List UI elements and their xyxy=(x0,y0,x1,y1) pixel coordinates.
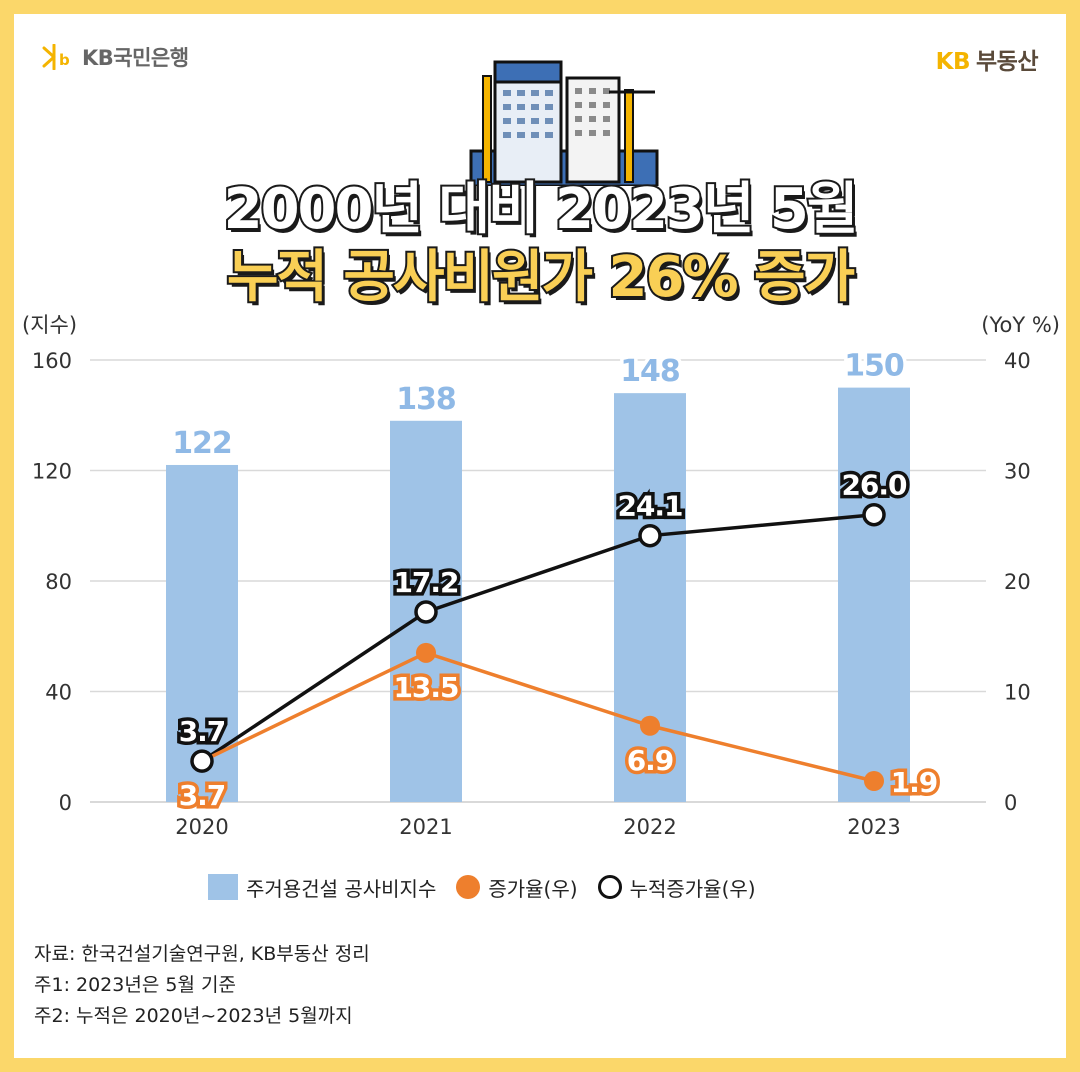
footnote-source: 자료: 한국건설기술연구원, KB부동산 정리 xyxy=(34,943,370,965)
title-line-2: 누적 공사비원가 26% 증가 xyxy=(225,243,857,312)
growth-line xyxy=(201,650,875,783)
y-left-tick-label: 120 xyxy=(32,460,72,484)
legend-label-bar: 주거용건설 공사비지수 xyxy=(246,876,437,901)
x-tick-label: 2023 xyxy=(847,815,900,839)
cumulative-data-label: 26.0 xyxy=(841,469,907,502)
y-left-tick-label: 80 xyxy=(45,570,72,594)
bar xyxy=(614,393,686,802)
growth-point xyxy=(864,771,884,792)
combo-chart: (지수) (YoY %) 0 40 80 120 160 0 10 20 30 40 2020 202… xyxy=(22,313,1060,839)
bar xyxy=(838,387,910,802)
apartment-buildings-icon xyxy=(469,60,659,186)
cumulative-data-label: 24.1 xyxy=(617,490,682,523)
legend-swatch-cumulative xyxy=(597,875,622,899)
kb-star-icon: b xyxy=(42,44,70,70)
title-line-1: 2000년 대비 2023년 5월 xyxy=(222,175,861,244)
growth-point xyxy=(640,715,660,736)
y-right-tick-label: 30 xyxy=(1004,460,1031,484)
growth-point xyxy=(416,642,436,663)
growth-data-label: 13.5 xyxy=(393,671,458,704)
legend-swatch-growth xyxy=(456,875,481,899)
kb-bank-logo: b KB국민은행 xyxy=(42,42,189,72)
legend-item-bar: 주거용건설 공사비지수 xyxy=(208,873,436,902)
cumulative-point xyxy=(414,600,438,624)
kb-realestate-logo: KB 부동산 xyxy=(935,42,1039,75)
svg-text:b: b xyxy=(59,51,70,69)
bar-data-label: 150 xyxy=(844,349,904,384)
footnotes: 자료: 한국건설기술연구원, KB부동산 정리 주1: 2023년은 5월 기준… xyxy=(34,939,370,1032)
cumulative-data-label: 17.2 xyxy=(393,566,458,599)
y-right-tick-label: 20 xyxy=(1004,570,1031,594)
footnote-2: 주2: 누적은 2020년~2023년 5월까지 xyxy=(34,1005,353,1027)
footnote-1: 주1: 2023년은 5월 기준 xyxy=(34,974,236,996)
x-tick-label: 2020 xyxy=(175,815,228,839)
cumulative-point xyxy=(862,502,886,527)
kb-bank-logo-text: KB국민은행 xyxy=(82,46,189,70)
y-right-tick-label: 40 xyxy=(1004,349,1031,373)
cumulative-point xyxy=(190,749,214,773)
legend-item-growth: 증가율(우) xyxy=(456,873,578,902)
cumulative-data-label: 3.7 xyxy=(179,715,226,748)
y-left-axis-label: (지수) xyxy=(22,313,77,337)
y-left-tick-label: 0 xyxy=(59,791,72,815)
growth-data-label: 1.9 xyxy=(891,766,938,799)
kb-realestate-logo-kb: KB xyxy=(935,49,971,75)
bar-data-label: 122 xyxy=(172,426,232,461)
legend-item-cumulative: 누적증가율(우) xyxy=(597,873,756,902)
kb-realestate-logo-text: 부동산 xyxy=(976,49,1038,75)
infographic-card: b KB국민은행 KB 부동산 2000년 대비 2023년 5월 누적 공사비원… xyxy=(14,14,1066,1058)
legend-label-cumulative: 누적증가율(우) xyxy=(629,876,756,901)
y-right-tick-label: 0 xyxy=(1004,791,1017,815)
y-right-axis-label: (YoY %) xyxy=(981,313,1060,337)
chart-legend: 주거용건설 공사비지수 증가율(우) 누적증가율(우) xyxy=(208,872,756,902)
y-right-tick-label: 10 xyxy=(1004,681,1031,705)
legend-label-growth: 증가율(우) xyxy=(488,876,578,901)
bar-data-label: 138 xyxy=(396,382,456,417)
growth-data-label: 6.9 xyxy=(627,744,674,777)
growth-data-label: 3.7 xyxy=(179,779,226,812)
y-left-tick-label: 40 xyxy=(45,681,72,705)
bar-data-label: 148 xyxy=(620,354,680,389)
legend-swatch-bar xyxy=(208,874,238,900)
cumulative-point xyxy=(638,523,662,548)
cumulative-line xyxy=(201,512,875,763)
x-tick-label: 2022 xyxy=(623,815,676,839)
y-left-tick-label: 160 xyxy=(32,349,72,373)
x-tick-label: 2021 xyxy=(399,815,452,839)
